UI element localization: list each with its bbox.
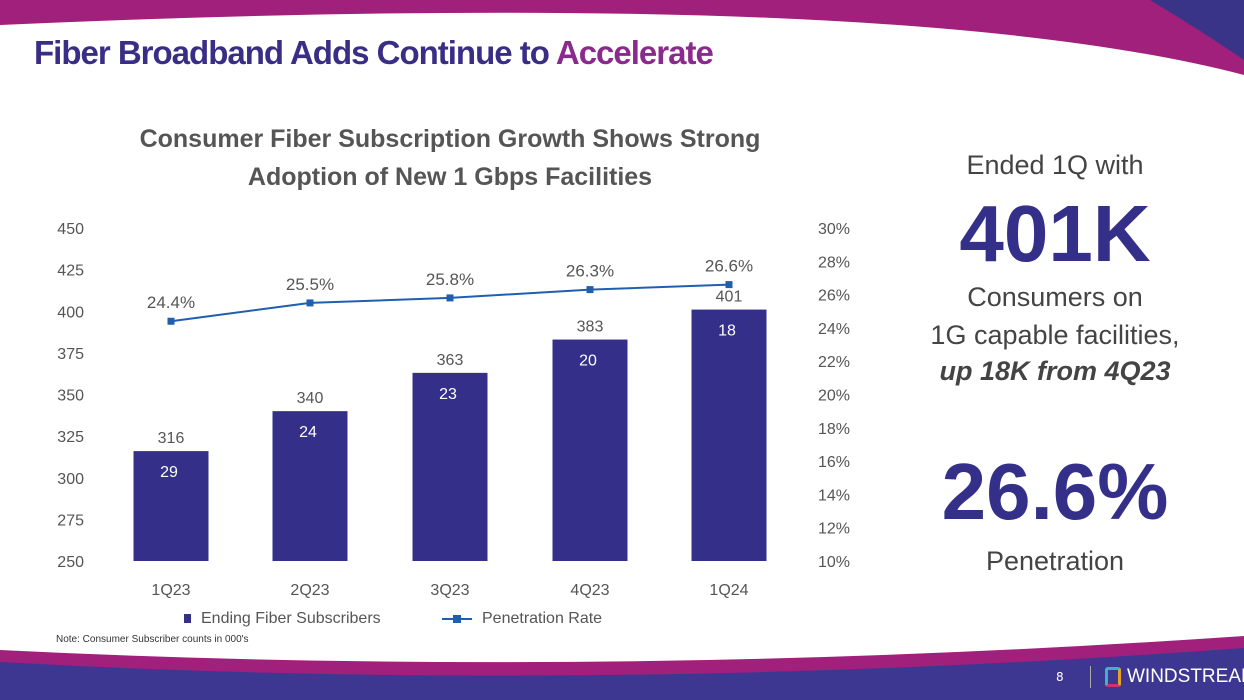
bar-adds-label: 29: [160, 464, 178, 481]
penetration-point: [167, 317, 175, 325]
legend-bars: Ending Fiber Subscribers: [184, 610, 381, 628]
y-right-tick: 30%: [818, 221, 850, 238]
penetration-label: 24.4%: [147, 293, 195, 312]
y-right-tick: 18%: [818, 421, 850, 438]
penetration-line: [170, 283, 730, 323]
chart-title: Consumer Fiber Subscription Growth Shows…: [100, 120, 800, 196]
y-left-tick: 325: [57, 429, 84, 446]
legend-line: Penetration Rate: [442, 610, 602, 628]
brand-name: WINDSTREAM: [1127, 666, 1244, 687]
bar: [272, 411, 348, 561]
side-up-text: up 18K from 4Q23: [939, 356, 1171, 386]
bar-total-label: 340: [297, 390, 324, 407]
chart-title-line2: Adoption of New 1 Gbps Facilities: [247, 163, 653, 191]
y-left-tick: 425: [57, 263, 84, 280]
bar-total-label: 363: [437, 352, 464, 369]
bar-total-label: 383: [577, 319, 604, 336]
y-left-tick: 250: [57, 554, 84, 571]
x-tick: 1Q24: [709, 582, 748, 599]
bar-adds-label: 20: [579, 353, 597, 370]
side-consumers-text: Consumers on: [967, 282, 1143, 312]
page-number: 8: [1056, 670, 1064, 684]
y-left-tick: 350: [57, 388, 84, 405]
x-tick: 2Q23: [290, 582, 329, 599]
x-tick: 1Q23: [151, 582, 190, 599]
side-subscribers-big: 401K: [959, 189, 1151, 278]
penetration-point: [725, 281, 733, 289]
penetration-label: 25.8%: [426, 270, 474, 289]
y-right-tick: 12%: [818, 521, 850, 538]
slide-title: Fiber Broadband Adds Continue to Acceler…: [34, 34, 714, 72]
y-right-tick: 22%: [818, 354, 850, 371]
y-right-tick: 24%: [818, 321, 850, 338]
legend-line-swatch: [442, 614, 472, 623]
penetration-label: 25.5%: [286, 275, 334, 294]
penetration-point: [446, 294, 454, 302]
x-tick: 4Q23: [570, 582, 609, 599]
x-tick: 3Q23: [430, 582, 469, 599]
y-right-tick: 26%: [818, 288, 850, 305]
bar-adds-label: 24: [299, 424, 317, 441]
title-accent: Accelerate: [555, 34, 714, 71]
penetration-point: [586, 286, 594, 294]
legend-line-label: Penetration Rate: [482, 610, 603, 627]
title-main: Fiber Broadband Adds Continue to: [34, 34, 550, 71]
bar-adds-label: 23: [439, 386, 457, 403]
y-left-tick: 450: [57, 221, 84, 238]
y-right-tick: 16%: [818, 454, 850, 471]
y-right-tick: 28%: [818, 254, 850, 271]
y-left-tick: 400: [57, 304, 84, 321]
legend-bar-label: Ending Fiber Subscribers: [201, 610, 381, 627]
bar-total-label: 316: [158, 430, 185, 447]
footnote: Note: Consumer Subscriber counts in 000'…: [56, 634, 249, 645]
bar-adds-label: 18: [718, 323, 736, 340]
windstream-logo: WINDSTREAM: [1090, 666, 1244, 688]
y-right-tick: 10%: [818, 554, 850, 571]
y-right-tick: 14%: [818, 487, 850, 504]
logo-mark-icon: [1105, 667, 1121, 687]
bar: [552, 339, 628, 561]
y-right-tick: 20%: [818, 388, 850, 405]
side-ended-text: Ended 1Q with: [966, 150, 1144, 180]
y-left-tick: 375: [57, 346, 84, 363]
chart-title-line1: Consumer Fiber Subscription Growth Shows…: [139, 125, 761, 153]
penetration-point: [306, 299, 314, 307]
penetration-label: 26.6%: [705, 257, 753, 276]
side-penetration-text: Penetration: [985, 546, 1125, 576]
side-facilities-text: 1G capable facilities,: [930, 320, 1180, 350]
bar: [691, 309, 767, 561]
bar: [133, 451, 209, 561]
bar-total-label: 401: [716, 289, 743, 306]
y-left-tick: 275: [57, 512, 84, 529]
y-left-tick: 300: [57, 471, 84, 488]
legend-bar-swatch: [184, 614, 191, 623]
penetration-label: 26.3%: [566, 262, 614, 281]
side-penetration-big: 26.6%: [941, 447, 1169, 536]
bar: [412, 372, 488, 561]
